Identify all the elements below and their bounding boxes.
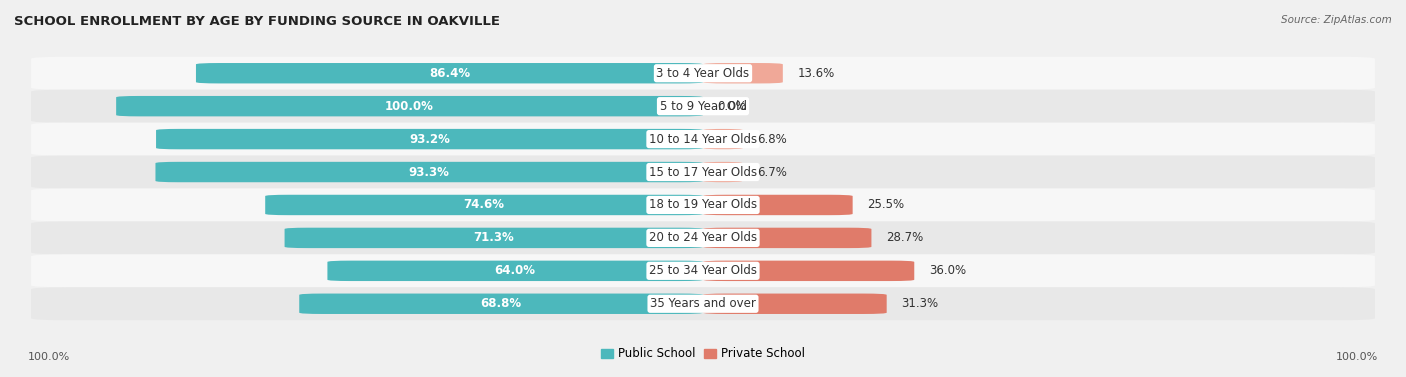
Text: 74.6%: 74.6% bbox=[464, 198, 505, 211]
FancyBboxPatch shape bbox=[266, 195, 703, 215]
Text: 13.6%: 13.6% bbox=[797, 67, 835, 80]
FancyBboxPatch shape bbox=[31, 123, 1375, 156]
Text: 28.7%: 28.7% bbox=[886, 231, 924, 244]
Text: 100.0%: 100.0% bbox=[28, 352, 70, 362]
FancyBboxPatch shape bbox=[31, 57, 1375, 90]
Text: 71.3%: 71.3% bbox=[474, 231, 515, 244]
Text: 3 to 4 Year Olds: 3 to 4 Year Olds bbox=[657, 67, 749, 80]
Text: 10 to 14 Year Olds: 10 to 14 Year Olds bbox=[650, 133, 756, 146]
Text: 36.0%: 36.0% bbox=[929, 264, 966, 277]
Text: 18 to 19 Year Olds: 18 to 19 Year Olds bbox=[650, 198, 756, 211]
FancyBboxPatch shape bbox=[31, 188, 1375, 221]
Text: 6.7%: 6.7% bbox=[756, 166, 787, 179]
Text: 35 Years and over: 35 Years and over bbox=[650, 297, 756, 310]
Text: 25.5%: 25.5% bbox=[868, 198, 904, 211]
Text: 68.8%: 68.8% bbox=[481, 297, 522, 310]
Text: 0.0%: 0.0% bbox=[717, 100, 748, 113]
Text: 20 to 24 Year Olds: 20 to 24 Year Olds bbox=[650, 231, 756, 244]
Text: 6.8%: 6.8% bbox=[758, 133, 787, 146]
FancyBboxPatch shape bbox=[703, 261, 914, 281]
Legend: Public School, Private School: Public School, Private School bbox=[600, 347, 806, 360]
FancyBboxPatch shape bbox=[156, 162, 703, 182]
Text: 5 to 9 Year Old: 5 to 9 Year Old bbox=[659, 100, 747, 113]
Text: 15 to 17 Year Olds: 15 to 17 Year Olds bbox=[650, 166, 756, 179]
FancyBboxPatch shape bbox=[703, 129, 742, 149]
FancyBboxPatch shape bbox=[31, 90, 1375, 123]
Text: 25 to 34 Year Olds: 25 to 34 Year Olds bbox=[650, 264, 756, 277]
Text: SCHOOL ENROLLMENT BY AGE BY FUNDING SOURCE IN OAKVILLE: SCHOOL ENROLLMENT BY AGE BY FUNDING SOUR… bbox=[14, 15, 501, 28]
FancyBboxPatch shape bbox=[195, 63, 703, 83]
FancyBboxPatch shape bbox=[703, 228, 872, 248]
Text: Source: ZipAtlas.com: Source: ZipAtlas.com bbox=[1281, 15, 1392, 25]
Text: 93.2%: 93.2% bbox=[409, 133, 450, 146]
FancyBboxPatch shape bbox=[299, 294, 703, 314]
FancyBboxPatch shape bbox=[31, 287, 1375, 320]
Text: 93.3%: 93.3% bbox=[409, 166, 450, 179]
Text: 86.4%: 86.4% bbox=[429, 67, 470, 80]
FancyBboxPatch shape bbox=[31, 156, 1375, 188]
FancyBboxPatch shape bbox=[284, 228, 703, 248]
FancyBboxPatch shape bbox=[703, 63, 783, 83]
FancyBboxPatch shape bbox=[156, 129, 703, 149]
FancyBboxPatch shape bbox=[328, 261, 703, 281]
Text: 100.0%: 100.0% bbox=[385, 100, 434, 113]
Text: 31.3%: 31.3% bbox=[901, 297, 938, 310]
Text: 100.0%: 100.0% bbox=[1336, 352, 1378, 362]
FancyBboxPatch shape bbox=[31, 254, 1375, 287]
FancyBboxPatch shape bbox=[703, 294, 887, 314]
FancyBboxPatch shape bbox=[703, 195, 852, 215]
FancyBboxPatch shape bbox=[117, 96, 703, 116]
Text: 64.0%: 64.0% bbox=[495, 264, 536, 277]
FancyBboxPatch shape bbox=[703, 162, 742, 182]
FancyBboxPatch shape bbox=[31, 221, 1375, 254]
